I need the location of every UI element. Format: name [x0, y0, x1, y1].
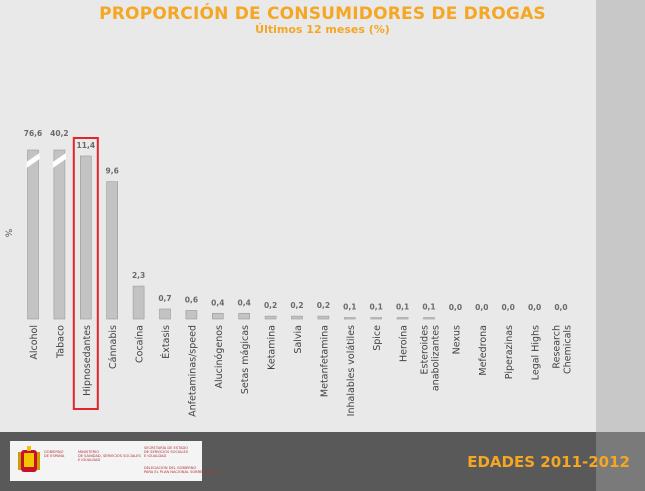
category-label-5: Éxtasis	[160, 325, 172, 359]
category-label-15-0: Esteroides	[420, 325, 431, 375]
survey-edition-label: EDADES 2011-2012	[467, 453, 630, 471]
category-label-1: Tabaco	[55, 325, 66, 359]
category-label-20-0: Research	[552, 325, 563, 369]
data-label-19: 0,0	[528, 303, 541, 312]
data-label-10: 0,2	[290, 301, 303, 310]
category-label-0: Alcohol	[29, 325, 40, 360]
category-label-6: Anfetaminas/speed	[187, 325, 198, 417]
category-label-11: Metanfetamina	[319, 325, 330, 397]
category-label-18: Piperazinas	[504, 325, 515, 379]
data-label-2: 11,4	[77, 141, 96, 150]
category-label-3: Cánnabis	[108, 325, 119, 369]
footer-right-block	[596, 432, 645, 491]
bar-3	[106, 181, 118, 320]
bar-chart: 76,6 Alcohol 40,2 Tabaco 11,4 Hipnosedantes 9,…	[24, 129, 574, 417]
coat-of-arms-icon	[18, 446, 40, 472]
category-label-8: Setas mágicas	[240, 325, 251, 394]
axis-break-1	[52, 153, 66, 168]
category-label-4: Cocaína	[135, 325, 146, 363]
data-label-14: 0,1	[396, 303, 409, 312]
bar-6	[185, 310, 198, 320]
logo-ministerio-text: MINISTERIO DE SANIDAD, SERVICIOS SOCIALE…	[78, 450, 141, 462]
category-label-10: Salvia	[293, 325, 304, 354]
axis-break-0	[26, 153, 40, 168]
logo-secretaria-text: SECRETARÍA DE ESTADO DE SERVICIOS SOCIAL…	[144, 446, 189, 458]
data-label-15: 0,1	[422, 303, 435, 312]
bar-13	[370, 317, 383, 320]
right-band	[596, 0, 645, 491]
category-label-12: Inhalables volátiles	[346, 325, 357, 416]
bar-10	[291, 315, 303, 320]
data-label-18: 0,0	[502, 303, 515, 312]
category-label-20-1: Chemicals	[563, 325, 574, 374]
data-label-17: 0,0	[475, 303, 488, 312]
bar-5	[159, 308, 171, 320]
data-label-0: 76,6	[24, 129, 43, 138]
data-label-16: 0,0	[449, 303, 462, 312]
bar-11	[317, 315, 330, 320]
bar-0	[27, 149, 39, 320]
category-label-14: Heroína	[399, 325, 410, 362]
data-label-7: 0,4	[211, 298, 224, 307]
chart-subtitle: Últimos 12 meses (%)	[255, 23, 390, 36]
data-label-1: 40,2	[50, 129, 69, 138]
data-label-20: 0,0	[554, 303, 567, 312]
bar-8	[238, 312, 250, 320]
data-label-3: 9,6	[106, 167, 119, 176]
bar-1	[53, 149, 66, 320]
highlight-box	[72, 137, 99, 410]
chart-title: PROPORCIÓN DE CONSUMIDORES DE DROGAS	[99, 4, 546, 24]
bar-12	[343, 317, 356, 320]
data-label-12: 0,1	[343, 303, 356, 312]
data-label-6: 0,6	[185, 295, 198, 304]
category-label-9: Ketamina	[267, 325, 278, 370]
category-label-15-1: anabolizantes	[431, 325, 442, 391]
data-label-13: 0,1	[370, 303, 383, 312]
bar-4	[132, 285, 145, 320]
bar-9	[264, 315, 277, 320]
data-label-11: 0,2	[317, 301, 330, 310]
bar-7	[212, 312, 224, 320]
bar-14	[396, 317, 409, 320]
category-label-7: Alucinógenos	[214, 325, 225, 389]
data-label-4: 2,3	[132, 271, 145, 280]
category-label-2: Hipnosedantes	[82, 325, 93, 396]
logo-gobierno-text: GOBIERNO DE ESPAÑA	[44, 450, 65, 458]
data-label-9: 0,2	[264, 301, 277, 310]
government-logo	[10, 441, 202, 481]
bar-15	[423, 317, 435, 320]
category-label-16: Nexus	[451, 325, 462, 354]
logo-delegacion-text: DELEGACIÓN DEL GOBIERNO PARA EL PLAN NAC…	[144, 466, 220, 474]
bar-2	[80, 155, 92, 320]
category-label-19: Legal Highs	[531, 325, 542, 380]
category-label-17: Mefedrona	[478, 325, 489, 376]
data-label-8: 0,4	[238, 298, 251, 307]
data-label-5: 0,7	[158, 294, 171, 303]
category-label-13: Spice	[372, 325, 383, 351]
